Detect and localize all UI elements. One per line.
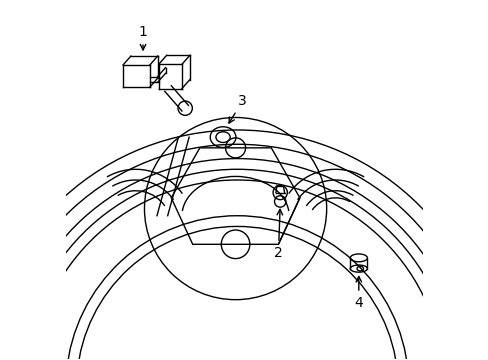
Text: 1: 1 <box>138 26 147 50</box>
Text: 2: 2 <box>273 209 282 260</box>
Text: 4: 4 <box>354 276 363 310</box>
Text: 3: 3 <box>228 94 246 123</box>
